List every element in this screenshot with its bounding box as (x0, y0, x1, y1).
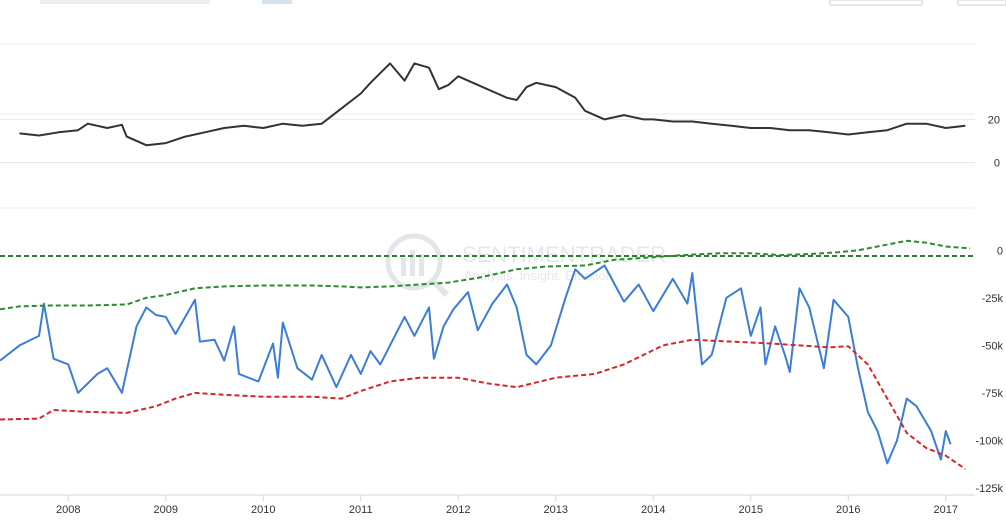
upper-series-line-0 (19, 62, 966, 147)
x-tick-label: 2016 (836, 504, 860, 516)
watermark-title: SENTIMENTRADER (462, 242, 666, 267)
x-tick-label: 2014 (641, 504, 665, 516)
watermark-logo-icon (385, 233, 443, 291)
x-tick-label: 2017 (934, 504, 958, 516)
lower-y-tick-label: 0 (997, 245, 1003, 257)
lower-series-line-0 (0, 264, 952, 465)
x-tick-label: 2008 (56, 504, 80, 516)
upper-y-tick-label: 20 (988, 114, 1000, 126)
lower-series-line-2 (0, 338, 966, 470)
watermark: SENTIMENTRADER Analysis. Insight. Emotio… (385, 233, 666, 298)
x-tick-label: 2012 (446, 504, 470, 516)
lower-y-tick-label: -50k (982, 340, 1004, 352)
x-tick-label: 2013 (544, 504, 568, 516)
x-tick-label: 2009 (154, 504, 178, 516)
upper-y-tick-label: 0 (994, 157, 1000, 169)
grid-layer (0, 43, 975, 209)
series-layer (0, 62, 975, 470)
lower-y-tick-label: -25k (982, 293, 1004, 305)
y-axis-ticks: 20 0 0 -25k -50k -75k -100k -125k (975, 114, 1003, 495)
lower-series-line-1 (0, 239, 971, 311)
x-axis-ticks: 2008 2009 2010 2011 2012 2013 2014 2015 2016 2017 (56, 495, 958, 516)
lower-y-tick-label: -100k (975, 435, 1003, 447)
x-tick-label: 2010 (251, 504, 275, 516)
lower-y-tick-label: -75k (982, 388, 1004, 400)
toolbar-remnants (40, 0, 1006, 6)
x-tick-label: 2015 (739, 504, 763, 516)
x-tick-label: 2011 (349, 504, 373, 516)
lower-y-tick-label: -125k (975, 483, 1003, 495)
